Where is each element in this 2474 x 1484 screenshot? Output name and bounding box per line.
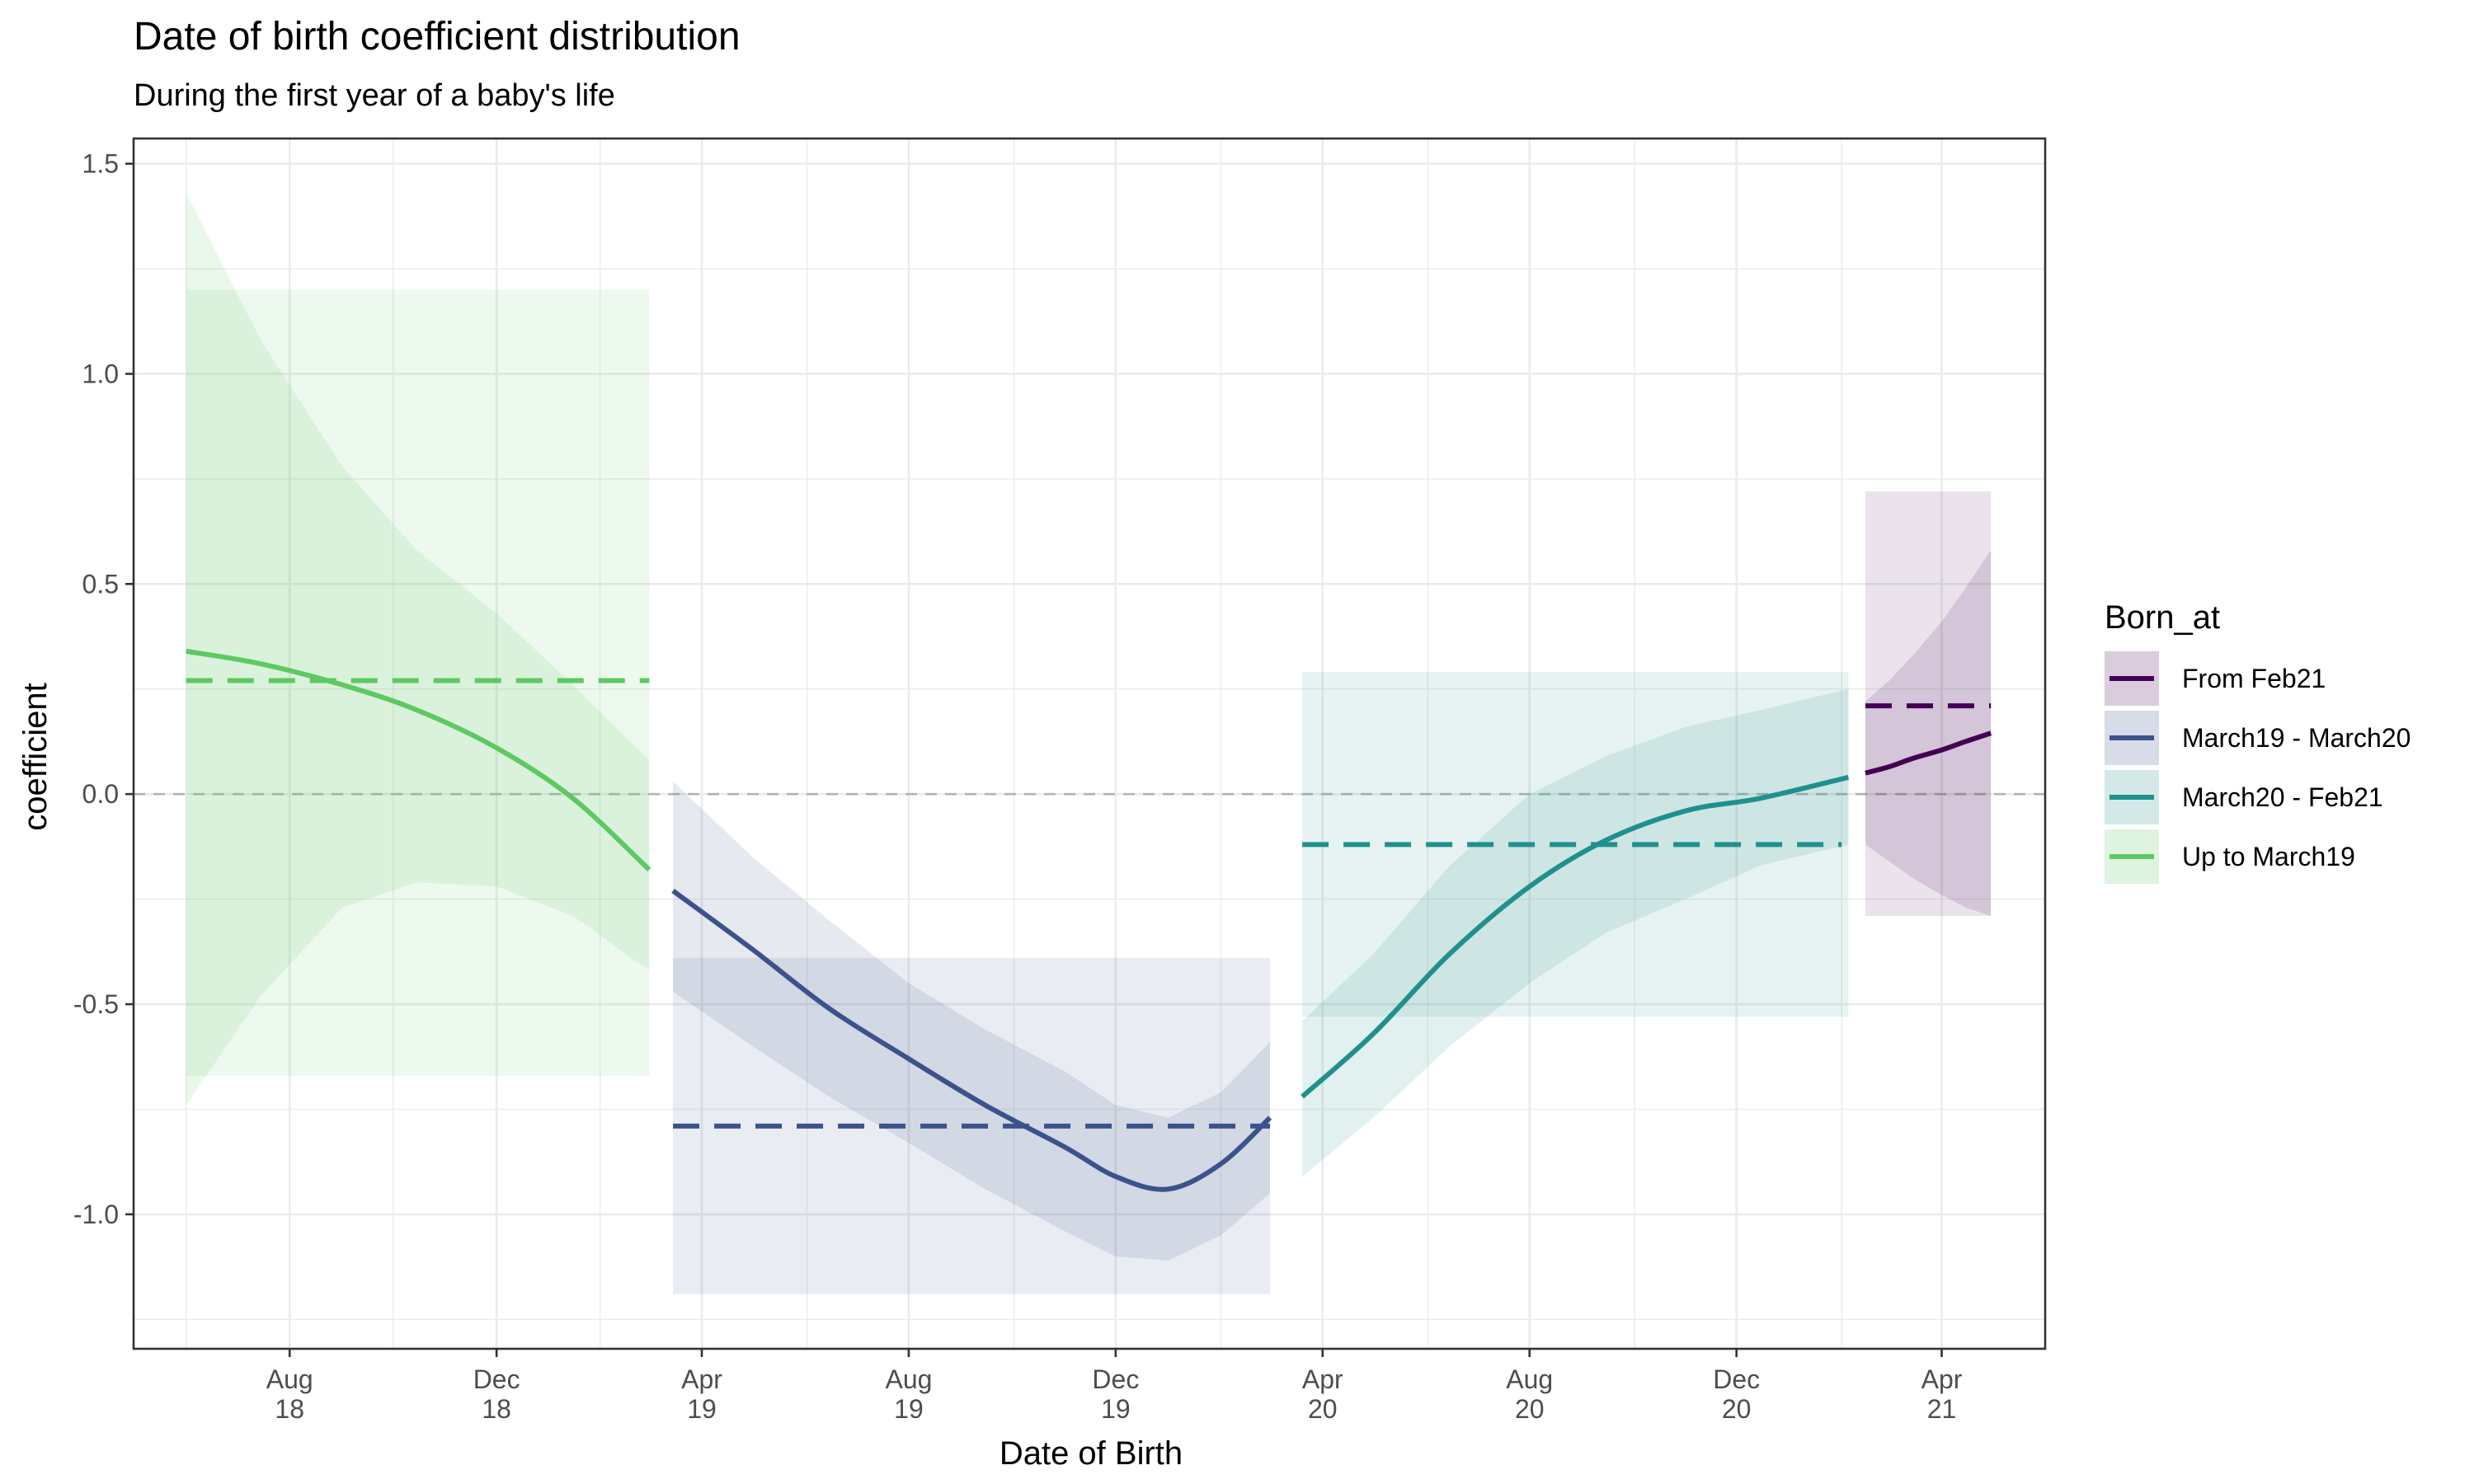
trend-band [186,193,650,1106]
y-tick-label: 1.5 [82,149,119,179]
panel-border-rect [132,137,2047,1350]
x-tick-label-year: 18 [482,1394,511,1424]
x-tick-label-year: 19 [687,1394,717,1424]
legend: Born_at From Feb21 March19 - March20 March… [2105,599,2411,884]
panel-background [134,139,2045,1349]
x-tick-label-year: 19 [894,1394,924,1424]
y-tick-label: 0.0 [82,779,119,809]
chart-title: Date of birth coefficient distribution [134,15,741,59]
y-axis: -1.0 -0.5 0.0 0.5 1.0 1.5 [73,149,134,1229]
grid-lines [134,139,2045,1349]
legend-item: March19 - March20 [2105,711,2411,765]
trend-line [1300,774,1850,1099]
x-axis: Aug18Dec18Apr19Aug19Dec19Apr20Aug20Dec20… [266,1349,1963,1424]
x-tick-label-year: 20 [1308,1394,1338,1424]
x-tick-label-month: Apr [1302,1364,1343,1394]
trend-line [1865,730,1992,776]
x-tick-label-month: Aug [266,1364,313,1394]
y-axis-title: coefficient [17,683,54,830]
x-axis-title: Date of Birth [999,1435,1183,1472]
trend-bands [186,193,1992,1261]
legend-label: From Feb21 [2182,664,2326,693]
x-tick-label-year: 20 [1722,1394,1752,1424]
x-tick-label-month: Dec [473,1364,520,1394]
legend-label: March20 - Feb21 [2182,782,2383,812]
x-tick-label-year: 20 [1515,1394,1545,1424]
x-tick-label-month: Apr [681,1364,722,1394]
x-tick-label-year: 21 [1927,1394,1957,1424]
trend-lines [186,648,1992,1192]
plot-panel [134,139,2045,1349]
legend-label: March19 - March20 [2182,723,2411,753]
legend-item: March20 - Feb21 [2105,770,2383,824]
x-tick-label-month: Apr [1921,1364,1963,1394]
x-tick-label-month: Dec [1713,1364,1760,1394]
trend-band [1302,688,1849,1177]
y-tick-label: -0.5 [73,989,119,1019]
legend-item: Up to March19 [2105,829,2355,884]
x-tick-label-year: 18 [275,1394,304,1424]
y-tick-label: 0.5 [82,569,119,599]
x-tick-label-month: Aug [885,1364,932,1394]
legend-label: Up to March19 [2182,842,2355,871]
legend-item: From Feb21 [2105,651,2326,706]
trend-line [186,648,651,872]
trend-band [1865,550,1992,916]
mean-lines [186,678,1992,1129]
trend-band [673,781,1271,1261]
x-tick-label-month: Aug [1506,1364,1553,1394]
trend-line [671,888,1272,1192]
chart-subtitle: During the first year of a baby's life [134,78,615,113]
panel-border [132,137,2047,1350]
y-tick-label: 1.0 [82,359,119,388]
y-tick-label: -1.0 [73,1200,119,1229]
x-tick-label-month: Dec [1092,1364,1139,1394]
x-tick-label-year: 19 [1101,1394,1131,1424]
legend-title: Born_at [2105,599,2220,636]
